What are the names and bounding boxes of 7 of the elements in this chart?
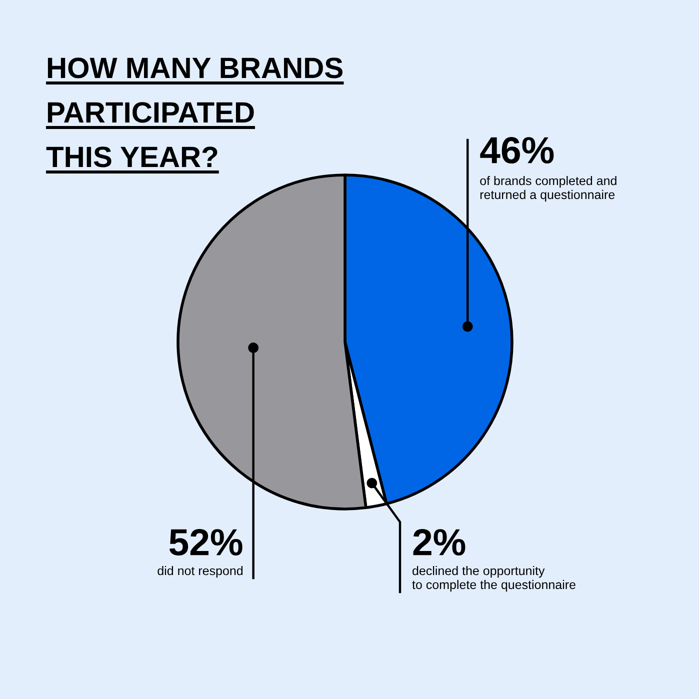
data-label: 52% [169, 528, 242, 556]
data-label: 2% [413, 528, 466, 556]
slice-label: declined the opportunity to complete the questionnaire [412, 566, 576, 592]
chart-title: HOW MANY BRANDS PARTICIPATED THIS YEAR? [46, 58, 342, 168]
slice-label: did not respond [158, 566, 243, 578]
slice-label: of brands completed and returned a questionnaire [480, 176, 616, 202]
data-label: 46% [480, 136, 554, 164]
